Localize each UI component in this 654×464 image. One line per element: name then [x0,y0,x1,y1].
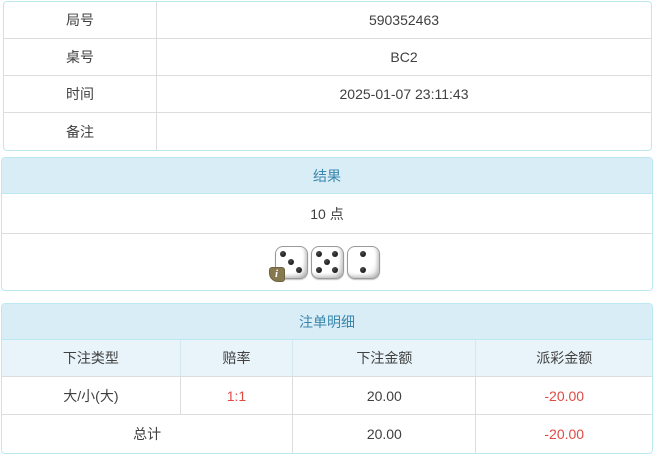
round-id-label: 局号 [4,2,157,38]
result-panel: 结果 10 点 i [1,157,653,291]
info-icon[interactable]: i [268,266,285,282]
total-payout: -20.00 [544,426,585,442]
result-points: 10 点 [2,194,652,234]
table-row: 备注 [4,113,651,150]
table-row: 局号 590352463 [4,2,651,39]
column-bet-type: 下注类型 [2,340,181,376]
die-face-5 [310,245,344,279]
total-row: 总计 20.00 -20.00 [2,415,652,453]
time-label: 时间 [4,76,157,112]
bet-payout: -20.00 [544,387,585,404]
bet-amount: 20.00 [293,377,477,414]
table-row: 时间 2025-01-07 23:11:43 [4,76,651,113]
result-panel-title: 结果 [2,158,652,194]
die-pip [323,258,330,265]
table-row: 桌号 BC2 [4,39,651,76]
die-face-2 [346,245,380,279]
die-pip [280,251,287,258]
dice-row: i [2,234,652,290]
round-id-value: 590352463 [368,12,440,28]
die-pip [359,266,366,273]
total-amount: 20.00 [293,415,477,453]
die-pip [359,251,366,258]
bet-type: 大/小(大) [2,377,181,414]
die-2 [310,245,344,279]
bets-panel-title: 注单明细 [2,304,652,340]
time-value: 2025-01-07 23:11:43 [339,86,469,102]
die-pip [287,258,294,265]
die-1: i [268,245,308,282]
remark-value [157,113,651,150]
column-odds: 赔率 [181,340,294,376]
dice-group: i [268,245,380,282]
bet-odds: 1:1 [181,377,294,414]
bet-row: 大/小(大) 1:1 20.00 -20.00 [2,377,652,415]
game-info-table: 局号 590352463 桌号 BC2 时间 2025-01-07 23:11:… [3,1,652,151]
column-bet-amount: 下注金额 [293,340,477,376]
bets-column-header: 下注类型 赔率 下注金额 派彩金额 [2,340,652,377]
bets-panel: 注单明细 下注类型 赔率 下注金额 派彩金额 大/小(大) 1:1 20.00 … [1,303,653,454]
die-3 [346,245,380,279]
table-number-value: BC2 [390,49,418,65]
die-pip [316,266,323,273]
column-payout: 派彩金额 [536,350,593,366]
total-label: 总计 [2,415,294,453]
die-pip [295,266,302,273]
remark-label: 备注 [4,113,157,150]
table-number-label: 桌号 [4,39,157,75]
die-pip [316,251,323,258]
die-pip [331,266,338,273]
die-pip [331,251,338,258]
